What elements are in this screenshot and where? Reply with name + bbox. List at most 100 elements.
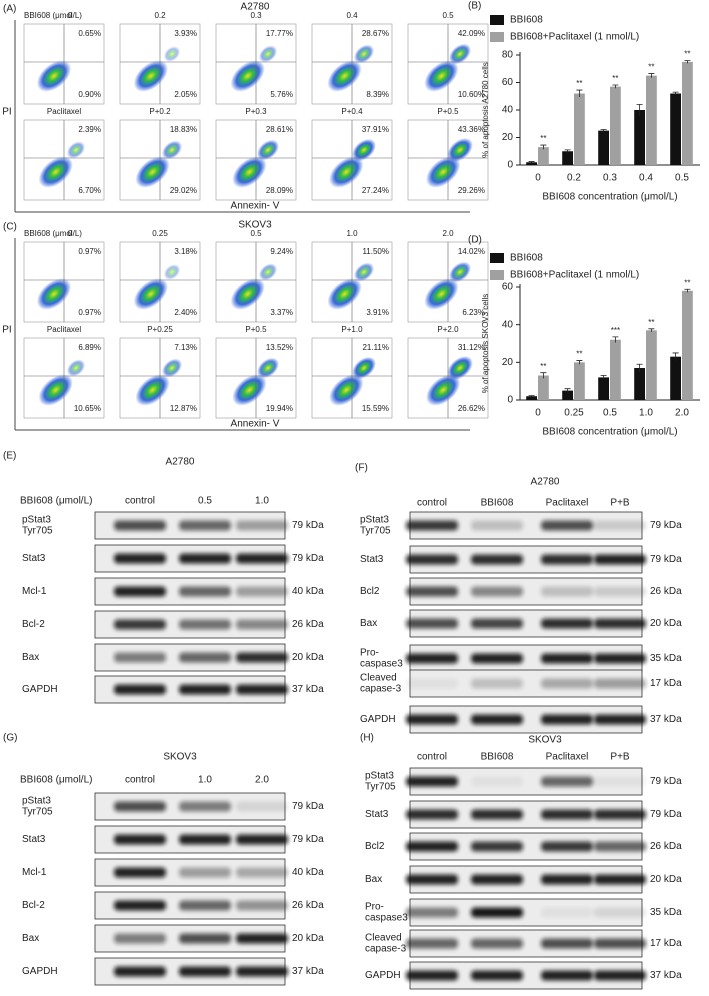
band [179,933,231,944]
kda-label: 20 kDa [650,618,682,629]
protein-label: Cleaved [365,933,402,944]
quadrant-value: 17.77% [266,29,293,38]
quadrant-value: 13.52% [266,343,293,352]
significance: ** [540,134,546,143]
quadrant-value: 3.37% [270,308,293,317]
band [236,834,288,845]
significance: ** [576,350,582,359]
y-tick-label: 0 [507,395,513,406]
band [114,520,166,531]
cell-cloud [161,140,183,160]
unit-label: BBI608 (μmol/L) [24,11,82,20]
protein-label: Stat3 [360,554,384,565]
cell-cloud [161,358,183,378]
kda-label: 79 kDa [292,553,324,564]
panel-label: (E) [3,451,16,462]
axis-label: PI [2,325,11,336]
protein-label: pStat3 [22,515,51,526]
cell-cloud [447,138,473,162]
kda-label: 20 kDa [292,652,324,663]
protein-label: Bax [365,874,382,885]
unit-label: BBI608 (μmol/L) [24,229,82,238]
protein-label: Stat3 [22,553,46,564]
bar [670,356,681,400]
protein-label: capase-3 [365,944,407,955]
bar [526,162,537,165]
cell-cloud [329,156,364,188]
cell-cloud [256,139,280,161]
panel-title: SKOV3 [238,220,272,231]
error-bar [528,161,535,163]
protein-label: capase-3 [360,684,402,695]
band [236,933,288,944]
protein-label: caspase3 [365,913,408,924]
protein-label: Tyr705 [22,526,53,537]
kda-label: 35 kDa [650,653,682,664]
cell-cloud [133,60,169,92]
panel-label: (G) [3,733,17,744]
bar [598,130,609,165]
lane-label: P+B [610,752,630,763]
band [471,653,523,664]
cell-cloud [424,60,459,92]
bar [538,375,549,400]
plot-label: P+0.25 [147,325,173,334]
significance: *** [611,326,620,335]
cell-cloud [135,374,170,406]
plot-label: 0.25 [152,229,168,238]
error-bar [600,375,607,380]
band [406,618,458,629]
protein-label: pStat3 [365,771,394,782]
kda-label: 26 kDa [292,619,324,630]
kda-label: 37 kDa [292,966,324,977]
quadrant-value: 11.50% [362,247,389,256]
bar [634,367,645,400]
band [541,554,593,565]
axis-label: PI [2,107,11,118]
band [541,970,593,981]
band [471,714,523,725]
bar [574,93,585,165]
panel-title: A2780 [241,2,270,13]
protein-label: Mcl-1 [22,867,47,878]
protein-label: Cleaved [360,673,397,684]
blot-title: A2780 [166,457,195,468]
y-tick-label: 80 [502,50,514,61]
band [594,907,646,918]
quadrant-value: 42.09% [458,29,485,38]
plot-label: Paclitaxel [47,107,81,116]
band [179,652,231,663]
error-bar [528,395,535,397]
cell-cloud [163,46,181,62]
error-bar [564,149,571,153]
cell-cloud [448,43,472,65]
bar [670,93,681,165]
protein-label: Bcl2 [360,586,380,597]
quadrant-value: 5.76% [270,90,293,99]
quadrant-value: 21.11% [362,343,389,352]
y-tick-label: 40 [502,105,514,116]
panel-label: (H) [360,733,374,744]
error-bar [576,89,583,97]
quadrant-value: 14.02% [458,247,485,256]
cell-cloud [66,359,86,377]
kda-label: 37 kDa [292,684,324,695]
band [406,938,458,949]
band [406,678,458,689]
band [541,841,593,852]
error-bar [684,60,691,64]
y-tick-label: 40 [502,319,514,330]
quadrant-value: 28.09% [266,186,293,195]
quadrant-value: 2.39% [78,125,101,134]
band [471,618,523,629]
treatment-label: BBI608 (μmol/L) [20,775,92,786]
cell-cloud [352,138,376,162]
band [541,809,593,820]
lane-label: 2.0 [255,775,269,786]
band [236,520,288,531]
quadrant-value: 28.67% [362,29,389,38]
quadrant-value: 37.91% [362,125,389,134]
band [594,653,646,664]
protein-label: Stat3 [365,809,389,820]
lane-label: P+B [610,498,630,509]
